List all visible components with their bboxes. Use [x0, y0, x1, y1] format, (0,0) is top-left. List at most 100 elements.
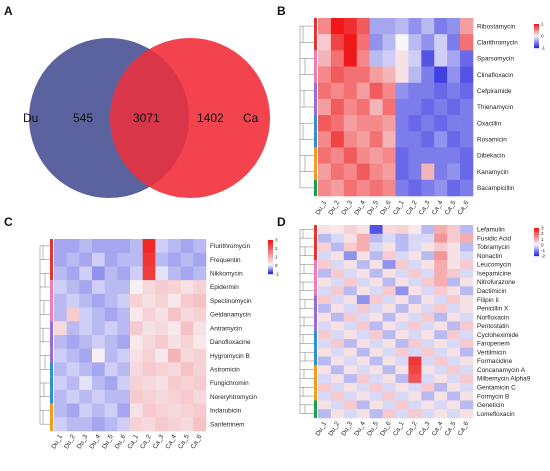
heatmap-cell	[408, 179, 422, 197]
heatmap-cell	[356, 225, 370, 235]
column-label: Ca_4	[431, 199, 445, 216]
heatmap-cell	[92, 307, 105, 322]
heatmap-cell	[382, 400, 396, 410]
heatmap-cell	[447, 131, 461, 148]
heatmap-cell	[382, 365, 396, 375]
row-group-marker	[314, 374, 317, 383]
row-label: Flurithromycin	[210, 243, 251, 250]
legend-swatch	[534, 232, 539, 234]
venn-panel: A Du Ca 545 3071 1402	[4, 4, 270, 198]
heatmap-cell	[318, 260, 332, 270]
heatmap-cell	[54, 376, 67, 391]
heatmap-cell	[193, 389, 207, 404]
heatmap-cell	[421, 277, 435, 287]
heatmap-cell	[130, 403, 143, 418]
row-label: Penicillin X	[477, 306, 509, 313]
legend-swatch	[534, 43, 539, 45]
heatmap-cell	[193, 335, 207, 350]
legend-swatch	[534, 251, 539, 254]
heatmap-cell	[395, 233, 409, 243]
heatmap-cell	[343, 163, 358, 181]
column-label: Ca_3	[418, 420, 432, 437]
heatmap-cell	[330, 295, 345, 305]
heatmap-cell	[180, 403, 194, 418]
heatmap-cell	[92, 280, 105, 295]
row-group-marker	[314, 260, 317, 269]
heatmap-cell	[447, 295, 461, 305]
heatmap-cell	[421, 147, 435, 164]
heatmap-cell	[92, 321, 105, 336]
heatmap-cell	[421, 374, 435, 384]
heatmap-cell	[318, 382, 332, 392]
legend-swatch	[534, 25, 539, 27]
heatmap-cell	[92, 389, 105, 404]
heatmap-cell	[421, 391, 435, 401]
column-label: Du_3	[76, 433, 90, 450]
heatmap-cell	[460, 409, 474, 419]
heatmap-cell	[395, 295, 409, 305]
legend-tick-label: 1	[541, 237, 544, 242]
row-label: Dactimicin	[477, 288, 507, 295]
heatmap-cell	[66, 280, 80, 295]
row-group-marker	[50, 417, 53, 431]
heatmap-cell	[343, 303, 358, 314]
heatmap-cell	[142, 348, 156, 363]
heatmap-cell	[382, 115, 396, 132]
heatmap-cell	[434, 66, 448, 84]
heatmap-cell	[180, 321, 194, 336]
column-label: Du_6	[379, 420, 393, 437]
venn-count-ca-only: 1402	[197, 111, 224, 125]
heatmap-cell	[356, 391, 370, 401]
heatmap-cell	[66, 348, 80, 363]
heatmap-cell	[460, 295, 474, 305]
heatmap-cell	[318, 163, 332, 181]
legend-swatch	[268, 253, 273, 256]
heatmap-cell	[330, 147, 345, 164]
heatmap-cell	[447, 400, 461, 410]
heatmap-cell	[421, 409, 435, 419]
heatmap-cell	[168, 321, 181, 336]
row-group-marker	[314, 295, 317, 304]
legend-swatch	[534, 253, 539, 255]
heatmap-cell	[434, 131, 448, 148]
heatmap-cell	[460, 50, 474, 67]
heatmap-cell	[356, 365, 370, 375]
heatmap-cell	[369, 382, 383, 392]
legend-swatch	[534, 32, 539, 34]
heatmap-cell	[408, 18, 422, 35]
heatmap-cell	[408, 147, 422, 164]
heatmap-cell	[434, 356, 448, 366]
row-label: Astromicin	[210, 366, 240, 373]
legend-swatch	[534, 242, 539, 244]
heatmap-cell	[142, 335, 156, 350]
row-group-marker	[314, 242, 317, 252]
heatmap-cell	[421, 260, 435, 270]
heatmap-cell	[318, 321, 332, 331]
column-label: Du_2	[327, 420, 341, 437]
heatmap-cell	[54, 417, 67, 432]
heatmap-cell	[117, 239, 131, 254]
row-label: Rosamicin	[477, 137, 507, 144]
heatmap-cell	[447, 321, 461, 331]
heatmap-cell	[356, 115, 370, 132]
heatmap-cell	[369, 409, 383, 419]
row-group-marker	[314, 18, 317, 35]
heatmap-cell	[318, 18, 332, 35]
row-label: Sparsomycin	[477, 56, 514, 63]
heatmap-cell	[343, 251, 358, 261]
heatmap-cell	[447, 268, 461, 278]
legend-swatch	[268, 245, 273, 247]
heatmap-cell	[168, 266, 181, 281]
column-label: Ca_5	[444, 420, 458, 437]
heatmap-cell	[395, 131, 409, 148]
heatmap-cell	[408, 277, 422, 287]
heatmap-cell	[369, 50, 383, 67]
heatmap-cell	[395, 242, 409, 252]
heatmap-cell	[193, 266, 207, 281]
heatmap-cell	[460, 225, 474, 235]
heatmap-cell	[369, 303, 383, 314]
heatmap-cell	[168, 335, 181, 350]
heatmap-cell	[395, 312, 409, 322]
heatmap-cell	[318, 312, 332, 322]
heatmap-cell	[193, 321, 207, 336]
